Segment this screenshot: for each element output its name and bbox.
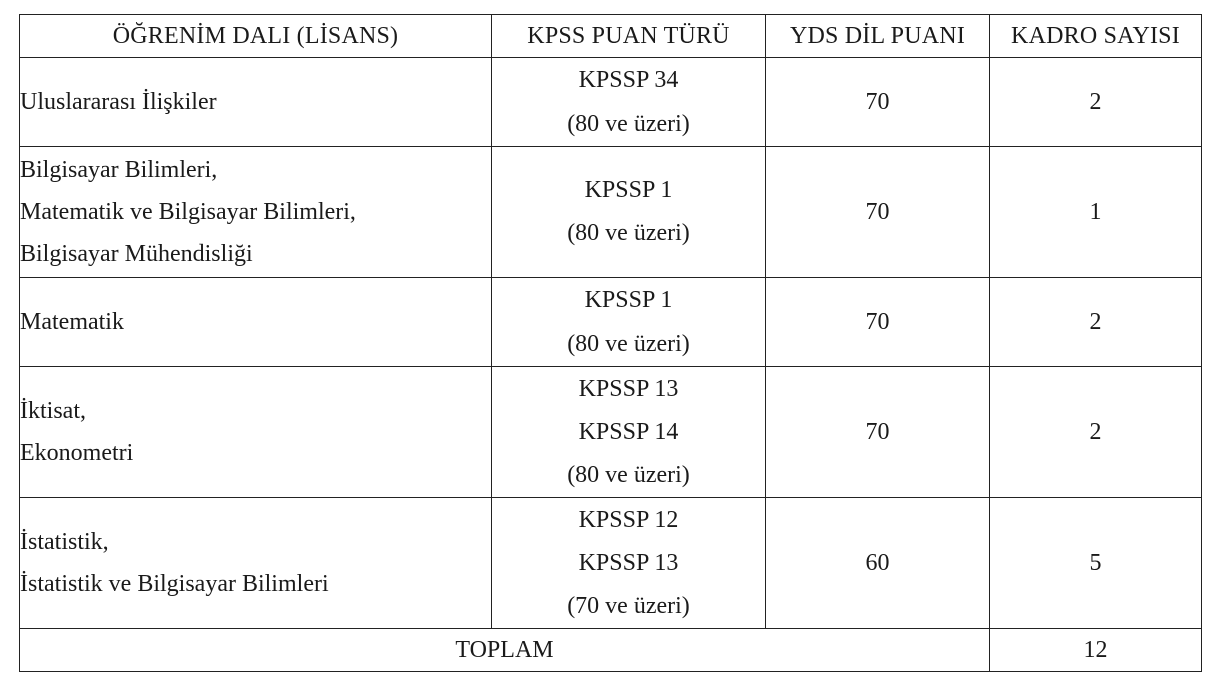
department-cell: İktisat, Ekonometri — [19, 366, 492, 498]
department-name: Bilgisayar Mühendisliği — [20, 241, 253, 267]
department-cell: İstatistik, İstatistik ve Bilgisayar Bil… — [19, 497, 492, 629]
score-threshold: (80 ve üzeri) — [567, 331, 690, 357]
total-row: TOPLAM 12 — [19, 628, 1202, 672]
department-cell: Matematik — [19, 277, 492, 367]
quota-cell: 2 — [989, 57, 1202, 147]
score-type: KPSSP 1 — [584, 287, 673, 313]
score-type-cell: KPSSP 12 KPSSP 13 (70 ve üzeri) — [491, 497, 766, 629]
score-type-cell: KPSSP 34 (80 ve üzeri) — [491, 57, 766, 147]
score-type: KPSSP 1 — [584, 177, 673, 203]
yds-score-cell: 60 — [765, 497, 990, 629]
table-row: Bilgisayar Bilimleri, Matematik ve Bilgi… — [19, 146, 1202, 278]
score-type: KPSSP 12 — [578, 506, 679, 533]
quota-cell: 1 — [989, 146, 1202, 278]
department-name: İstatistik ve Bilgisayar Bilimleri — [20, 571, 329, 597]
table-row: Matematik KPSSP 1 (80 ve üzeri) 70 2 — [19, 277, 1202, 367]
score-threshold: (80 ve üzeri) — [567, 220, 690, 246]
yds-score-cell: 70 — [765, 277, 990, 367]
score-threshold: (70 ve üzeri) — [567, 592, 690, 619]
quota-cell: 2 — [989, 277, 1202, 367]
department-name: Matematik ve Bilgisayar Bilimleri, — [20, 199, 356, 225]
score-type-cell: KPSSP 1 (80 ve üzeri) — [491, 146, 766, 278]
department-name: Ekonometri — [20, 440, 134, 466]
department-cell: Uluslararası İlişkiler — [19, 57, 492, 147]
score-threshold: (80 ve üzeri) — [567, 111, 690, 137]
quota-cell: 2 — [989, 366, 1202, 498]
yds-score-cell: 70 — [765, 57, 990, 147]
header-yds-score: YDS DİL PUANI — [765, 14, 990, 58]
table-row: Uluslararası İlişkiler KPSSP 34 (80 ve ü… — [19, 57, 1202, 147]
score-threshold: (80 ve üzeri) — [567, 461, 690, 488]
score-type: KPSSP 34 — [578, 67, 679, 93]
score-type-cell: KPSSP 1 (80 ve üzeri) — [491, 277, 766, 367]
header-row: ÖĞRENİM DALI (LİSANS) KPSS PUAN TÜRÜ YDS… — [19, 14, 1202, 58]
score-type-cell: KPSSP 13 KPSSP 14 (80 ve üzeri) — [491, 366, 766, 498]
department-name: İstatistik, — [20, 529, 109, 555]
quota-table: ÖĞRENİM DALI (LİSANS) KPSS PUAN TÜRÜ YDS… — [19, 14, 1202, 672]
department-name: İktisat, — [20, 398, 86, 424]
department-name: Uluslararası İlişkiler — [20, 89, 217, 115]
total-label: TOPLAM — [19, 628, 990, 672]
department-name: Bilgisayar Bilimleri, — [20, 157, 218, 183]
score-type: KPSSP 14 — [578, 418, 679, 445]
department-name: Matematik — [20, 309, 124, 335]
header-quota: KADRO SAYISI — [989, 14, 1202, 58]
header-score-type: KPSS PUAN TÜRÜ — [491, 14, 766, 58]
table-row: İktisat, Ekonometri KPSSP 13 KPSSP 14 (8… — [19, 366, 1202, 498]
yds-score-cell: 70 — [765, 146, 990, 278]
score-type: KPSSP 13 — [578, 375, 679, 402]
total-value: 12 — [989, 628, 1202, 672]
department-cell: Bilgisayar Bilimleri, Matematik ve Bilgi… — [19, 146, 492, 278]
score-type: KPSSP 13 — [578, 549, 679, 576]
header-department: ÖĞRENİM DALI (LİSANS) — [19, 14, 492, 58]
quota-cell: 5 — [989, 497, 1202, 629]
yds-score-cell: 70 — [765, 366, 990, 498]
table-row: İstatistik, İstatistik ve Bilgisayar Bil… — [19, 497, 1202, 629]
